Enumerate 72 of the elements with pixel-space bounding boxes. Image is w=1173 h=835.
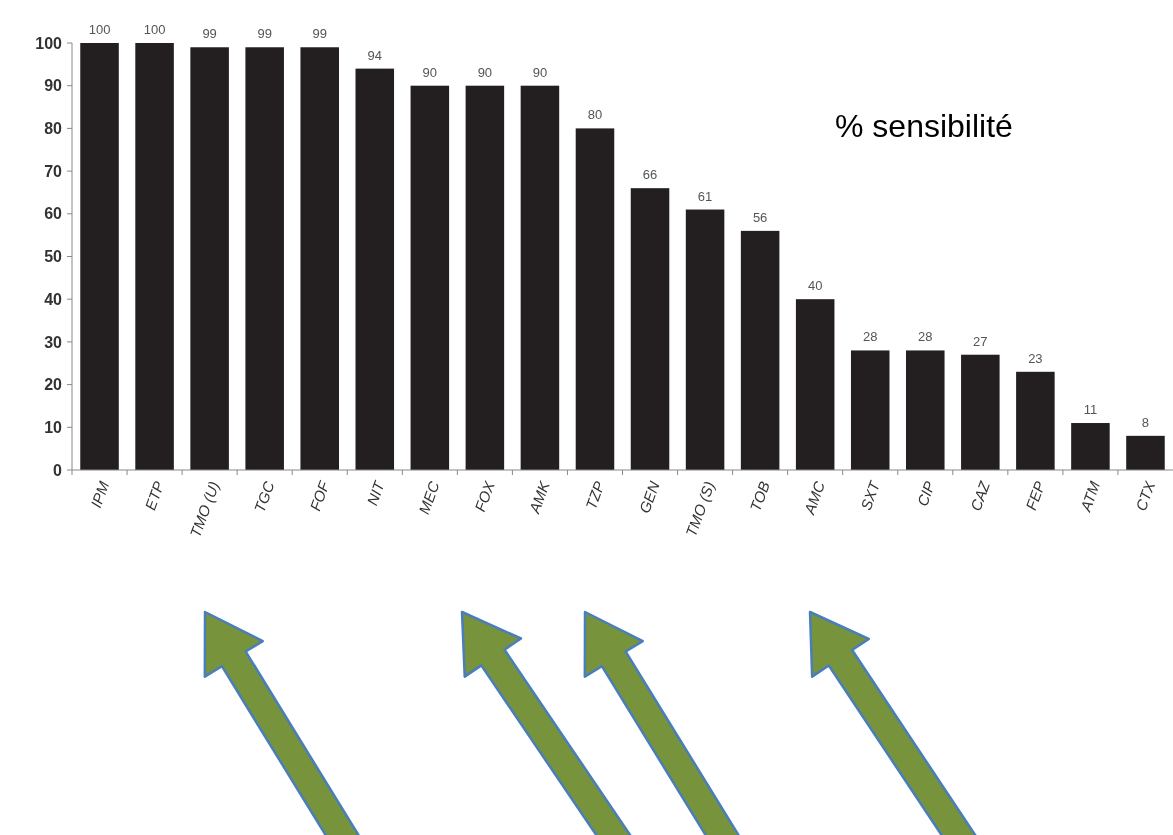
x-tick-label: AMK [525,478,554,517]
data-label: 27 [973,333,988,349]
annotation: % sensibilité [835,108,1013,144]
data-label: 90 [477,64,493,80]
x-tick-label: FEP [1022,479,1049,513]
y-tick-label: 20 [44,376,63,394]
data-label: 99 [257,26,272,42]
x-tick-label: CIP [913,479,939,509]
bar [300,47,339,470]
bar [135,43,174,470]
x-tick-label: MEC [415,478,443,517]
bar [465,85,505,470]
x-tick-label: TMO (S) [682,479,718,539]
bar [410,85,450,470]
bar [795,299,835,470]
y-tick-label: 90 [44,77,63,95]
x-tick-label: SXT [857,477,884,513]
x-tick-label: IPM [87,478,113,510]
data-label: 90 [422,64,438,80]
bar [1016,371,1055,470]
data-label: 28 [862,329,878,345]
data-label: 56 [752,209,768,225]
data-label: 99 [202,26,217,42]
data-label: 11 [1083,402,1098,418]
x-tick-label: ATM [1076,478,1104,515]
x-tick-label: TZP [582,479,608,512]
y-tick-label: 50 [44,248,63,266]
y-tick-label: 100 [35,34,63,52]
bar [740,230,780,470]
y-tick-label: 10 [44,418,63,436]
y-tick-label: 30 [44,333,63,351]
data-label: 99 [312,26,327,42]
x-tick-label: ETP [141,479,168,513]
y-tick-label: 0 [53,461,63,479]
x-tick-label: CTX [1131,478,1159,514]
bar [685,209,725,470]
x-tick-label: TOB [746,479,773,514]
bar [575,128,615,470]
x-tick-label: GEN [635,478,663,516]
data-label: 23 [1028,350,1043,366]
data-label: 40 [807,278,823,294]
data-label: 90 [532,64,548,80]
y-tick-label: 40 [44,290,63,308]
bar [961,354,1000,470]
x-tick-label: NIT [363,477,389,508]
x-tick-label: TMO (U) [186,479,223,540]
x-tick-label: FOF [306,478,333,514]
bar [850,350,890,470]
bar [520,85,560,470]
data-label: 100 [143,22,166,37]
x-tick-label: AMC [800,478,828,518]
bar [80,43,119,470]
data-label: 94 [367,47,383,63]
y-tick-label: 60 [44,205,63,223]
x-tick-label: CAZ [966,478,994,514]
bar [190,47,229,470]
y-tick-label: 70 [44,162,63,180]
bar [630,188,670,470]
data-label: 28 [918,329,933,345]
data-label: 61 [697,188,713,204]
bar [355,68,395,470]
x-tick-label: TGC [250,478,278,515]
bar [245,47,284,470]
data-label: 66 [642,167,658,183]
x-tick-label: FOX [471,478,498,514]
bar [906,350,945,470]
data-label: 8 [1141,414,1150,430]
data-label: 100 [88,22,111,37]
bar [1126,435,1165,470]
data-label: 80 [587,107,603,123]
y-tick-label: 80 [44,120,63,137]
bar [1071,423,1110,470]
